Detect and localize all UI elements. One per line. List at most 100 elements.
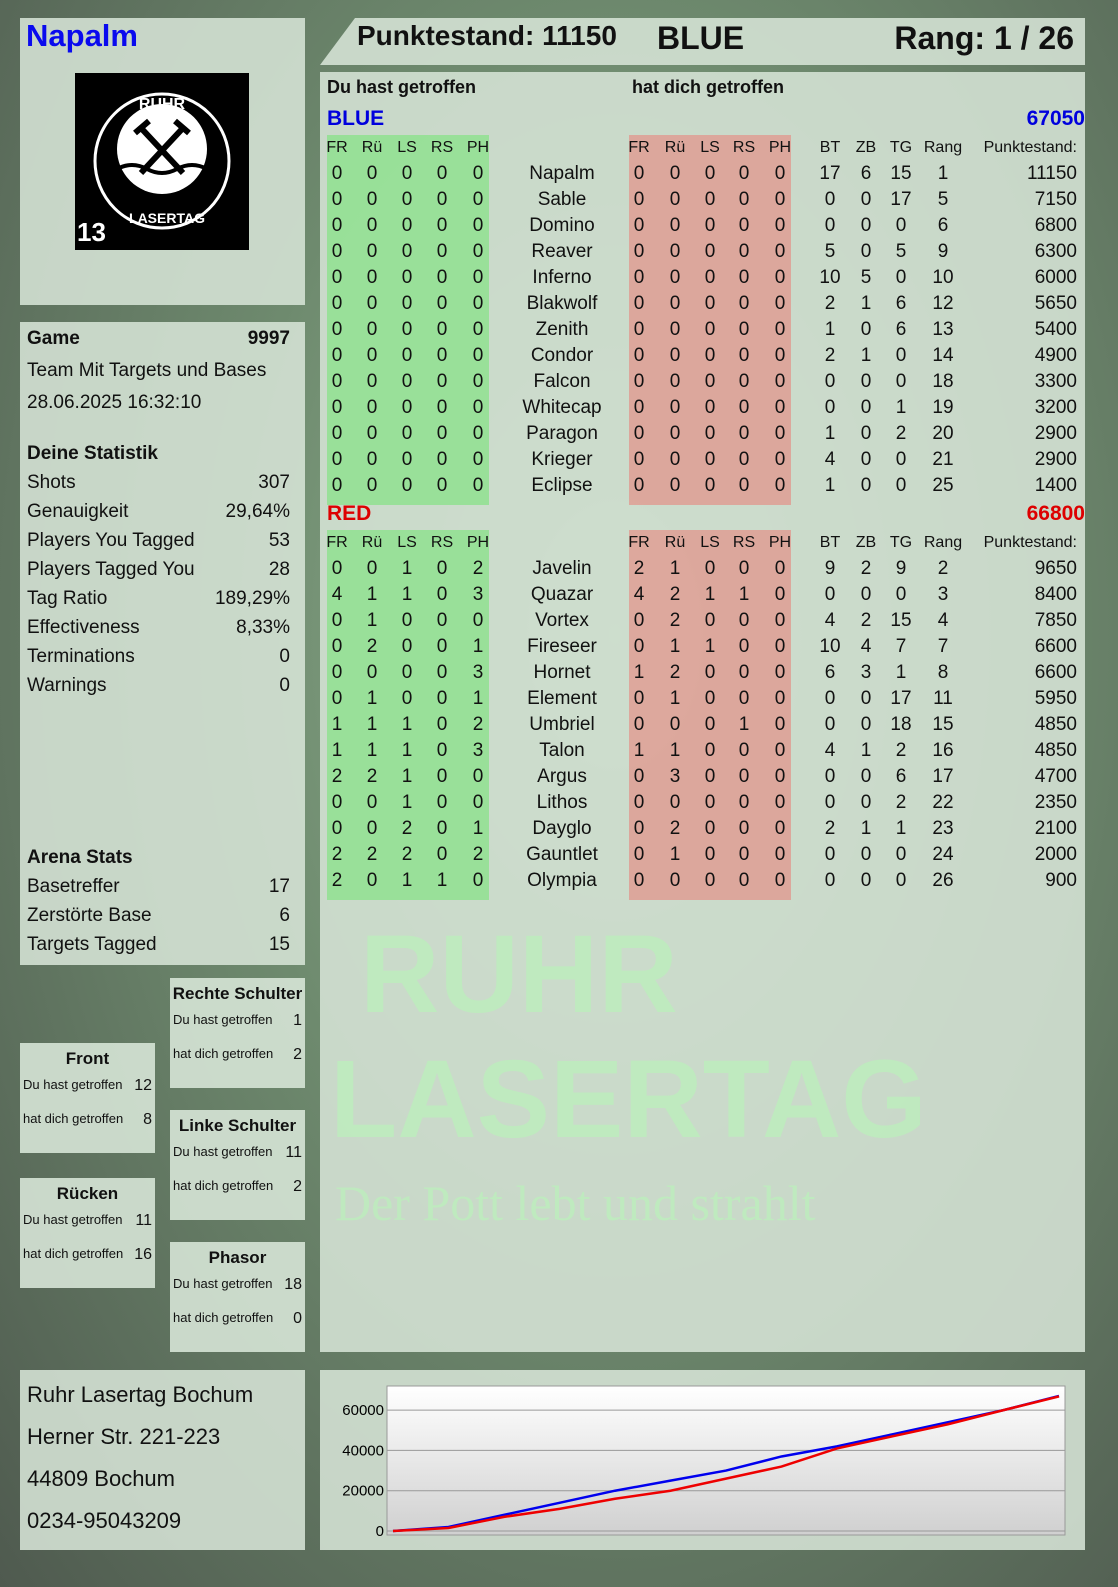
hit-you-cell: 1 (704, 584, 716, 605)
hit-you-cell: 0 (704, 844, 716, 865)
stats-title: Deine Statistik (27, 443, 158, 464)
hit-you-cell: 0 (738, 371, 750, 392)
zone-hit-you-row: hat dich getroffen 8 (23, 1111, 152, 1129)
you-hit-cell: 1 (401, 792, 413, 813)
you-hit-cell: 0 (401, 371, 413, 392)
arena-title: Arena Stats (27, 847, 133, 868)
hit-you-cell: 0 (704, 215, 716, 236)
stat-cell: 0 (860, 475, 872, 496)
you-hit-cell: 0 (366, 423, 378, 444)
stat-cell: 0 (860, 423, 872, 444)
hit-you-cell: 0 (774, 662, 786, 683)
stat-cell: 21 (932, 449, 954, 470)
you-hit-cell: 0 (331, 818, 343, 839)
stat-label: Genauigkeit (27, 501, 129, 522)
hit-you-cell: 0 (774, 423, 786, 444)
stat-cell: 6 (860, 163, 872, 184)
hit-you-cell: 0 (704, 475, 716, 496)
stat-label: Shots (27, 472, 76, 493)
stat-cell: 2 (860, 558, 872, 579)
hit-you-cell: 0 (774, 584, 786, 605)
stat-cell: 0 (824, 870, 836, 891)
you-hit-cell: 1 (401, 714, 413, 735)
you-hit-cell: 0 (331, 558, 343, 579)
zone-you-hit-row: Du hast getroffen 1 (173, 1012, 302, 1030)
hit-you-cell: 0 (633, 267, 645, 288)
hit-you-cell: 1 (704, 636, 716, 657)
arena-value: 15 (268, 934, 290, 955)
you-hit-cell: 0 (472, 267, 484, 288)
address-line: Herner Str. 221-223 (27, 1424, 221, 1449)
column-header: PH (768, 534, 792, 551)
zone-hit-you-label: hat dich getroffen (173, 1310, 274, 1325)
hit-you-cell: 0 (704, 293, 716, 314)
hit-you-cell: 0 (738, 293, 750, 314)
you-hit-cell: 0 (366, 345, 378, 366)
stat-cell: 0 (895, 215, 907, 236)
hit-you-cell: 0 (633, 397, 645, 418)
player-name-cell: Inferno (532, 267, 592, 288)
stat-cell: 0 (860, 792, 872, 813)
hit-you-cell: 0 (738, 241, 750, 262)
you-hit-cell: 0 (436, 714, 448, 735)
stat-cell: 9 (895, 558, 907, 579)
player-name-cell: Sable (537, 189, 587, 210)
hit-you-cell: 0 (669, 371, 681, 392)
arena-row: Basetreffer 17 (27, 876, 290, 898)
hit-you-cell: 0 (704, 558, 716, 579)
you-hit-cell: 0 (331, 371, 343, 392)
column-header-score: Punktestand: (983, 534, 1077, 551)
you-hit-cell: 0 (436, 371, 448, 392)
score-cell: 7850 (1034, 610, 1077, 631)
you-hit-cell: 0 (436, 267, 448, 288)
y-tick-label: 60000 (342, 1402, 384, 1419)
hit-you-cell: 0 (704, 189, 716, 210)
you-hit-cell: 1 (366, 688, 378, 709)
you-hit-cell: 0 (472, 163, 484, 184)
you-hit-cell: 2 (472, 714, 484, 735)
hit-you-cell: 0 (669, 345, 681, 366)
hit-you-cell: 0 (704, 397, 716, 418)
hit-you-cell: 2 (669, 584, 681, 605)
arena-label: Basetreffer (27, 876, 120, 897)
hit-you-cell: 0 (633, 423, 645, 444)
you-hit-cell: 0 (331, 293, 343, 314)
hit-you-cell: 0 (704, 163, 716, 184)
you-hit-cell: 0 (331, 449, 343, 470)
stat-cell: 17 (890, 688, 912, 709)
you-hit-cell: 1 (401, 766, 413, 787)
stat-cell: 0 (824, 844, 836, 865)
you-hit-cell: 0 (472, 766, 484, 787)
column-header: FR (326, 139, 348, 156)
you-hit-cell: 1 (331, 714, 343, 735)
column-header: BT (819, 139, 841, 156)
you-hit-cell: 1 (472, 818, 484, 839)
stat-cell: 15 (890, 163, 912, 184)
you-hit-cell: 0 (436, 293, 448, 314)
hit-you-cell: 0 (704, 319, 716, 340)
stat-cell: 4 (824, 610, 836, 631)
you-hit-cell: 0 (331, 241, 343, 262)
stat-cell: 0 (824, 397, 836, 418)
hit-you-cell: 0 (633, 844, 645, 865)
stat-cell: 6 (895, 293, 907, 314)
column-header: RS (732, 534, 756, 551)
stat-cell: 0 (860, 714, 872, 735)
zone-hit-you-row: hat dich getroffen 0 (173, 1310, 302, 1328)
stat-row: Terminations 0 (27, 646, 290, 668)
stat-cell: 0 (860, 215, 872, 236)
hit-you-cell: 0 (774, 371, 786, 392)
you-hit-cell: 0 (366, 792, 378, 813)
column-header: PH (466, 139, 490, 156)
zone-hit-you-label: hat dich getroffen (173, 1046, 274, 1061)
stat-cell: 1 (824, 423, 836, 444)
zone-you-hit-value: 1 (293, 1012, 302, 1029)
stat-value: 0 (279, 646, 290, 667)
hit-you-cell: 0 (633, 636, 645, 657)
column-header: ZB (855, 139, 877, 156)
stat-cell: 1 (895, 662, 907, 683)
hit-you-cell: 0 (669, 189, 681, 210)
hit-zone-rechte-schulter: Rechte Schulter Du hast getroffen 1 hat dic… (170, 978, 305, 1088)
hit-you-cell: 1 (669, 688, 681, 709)
you-hit-cell: 0 (436, 449, 448, 470)
